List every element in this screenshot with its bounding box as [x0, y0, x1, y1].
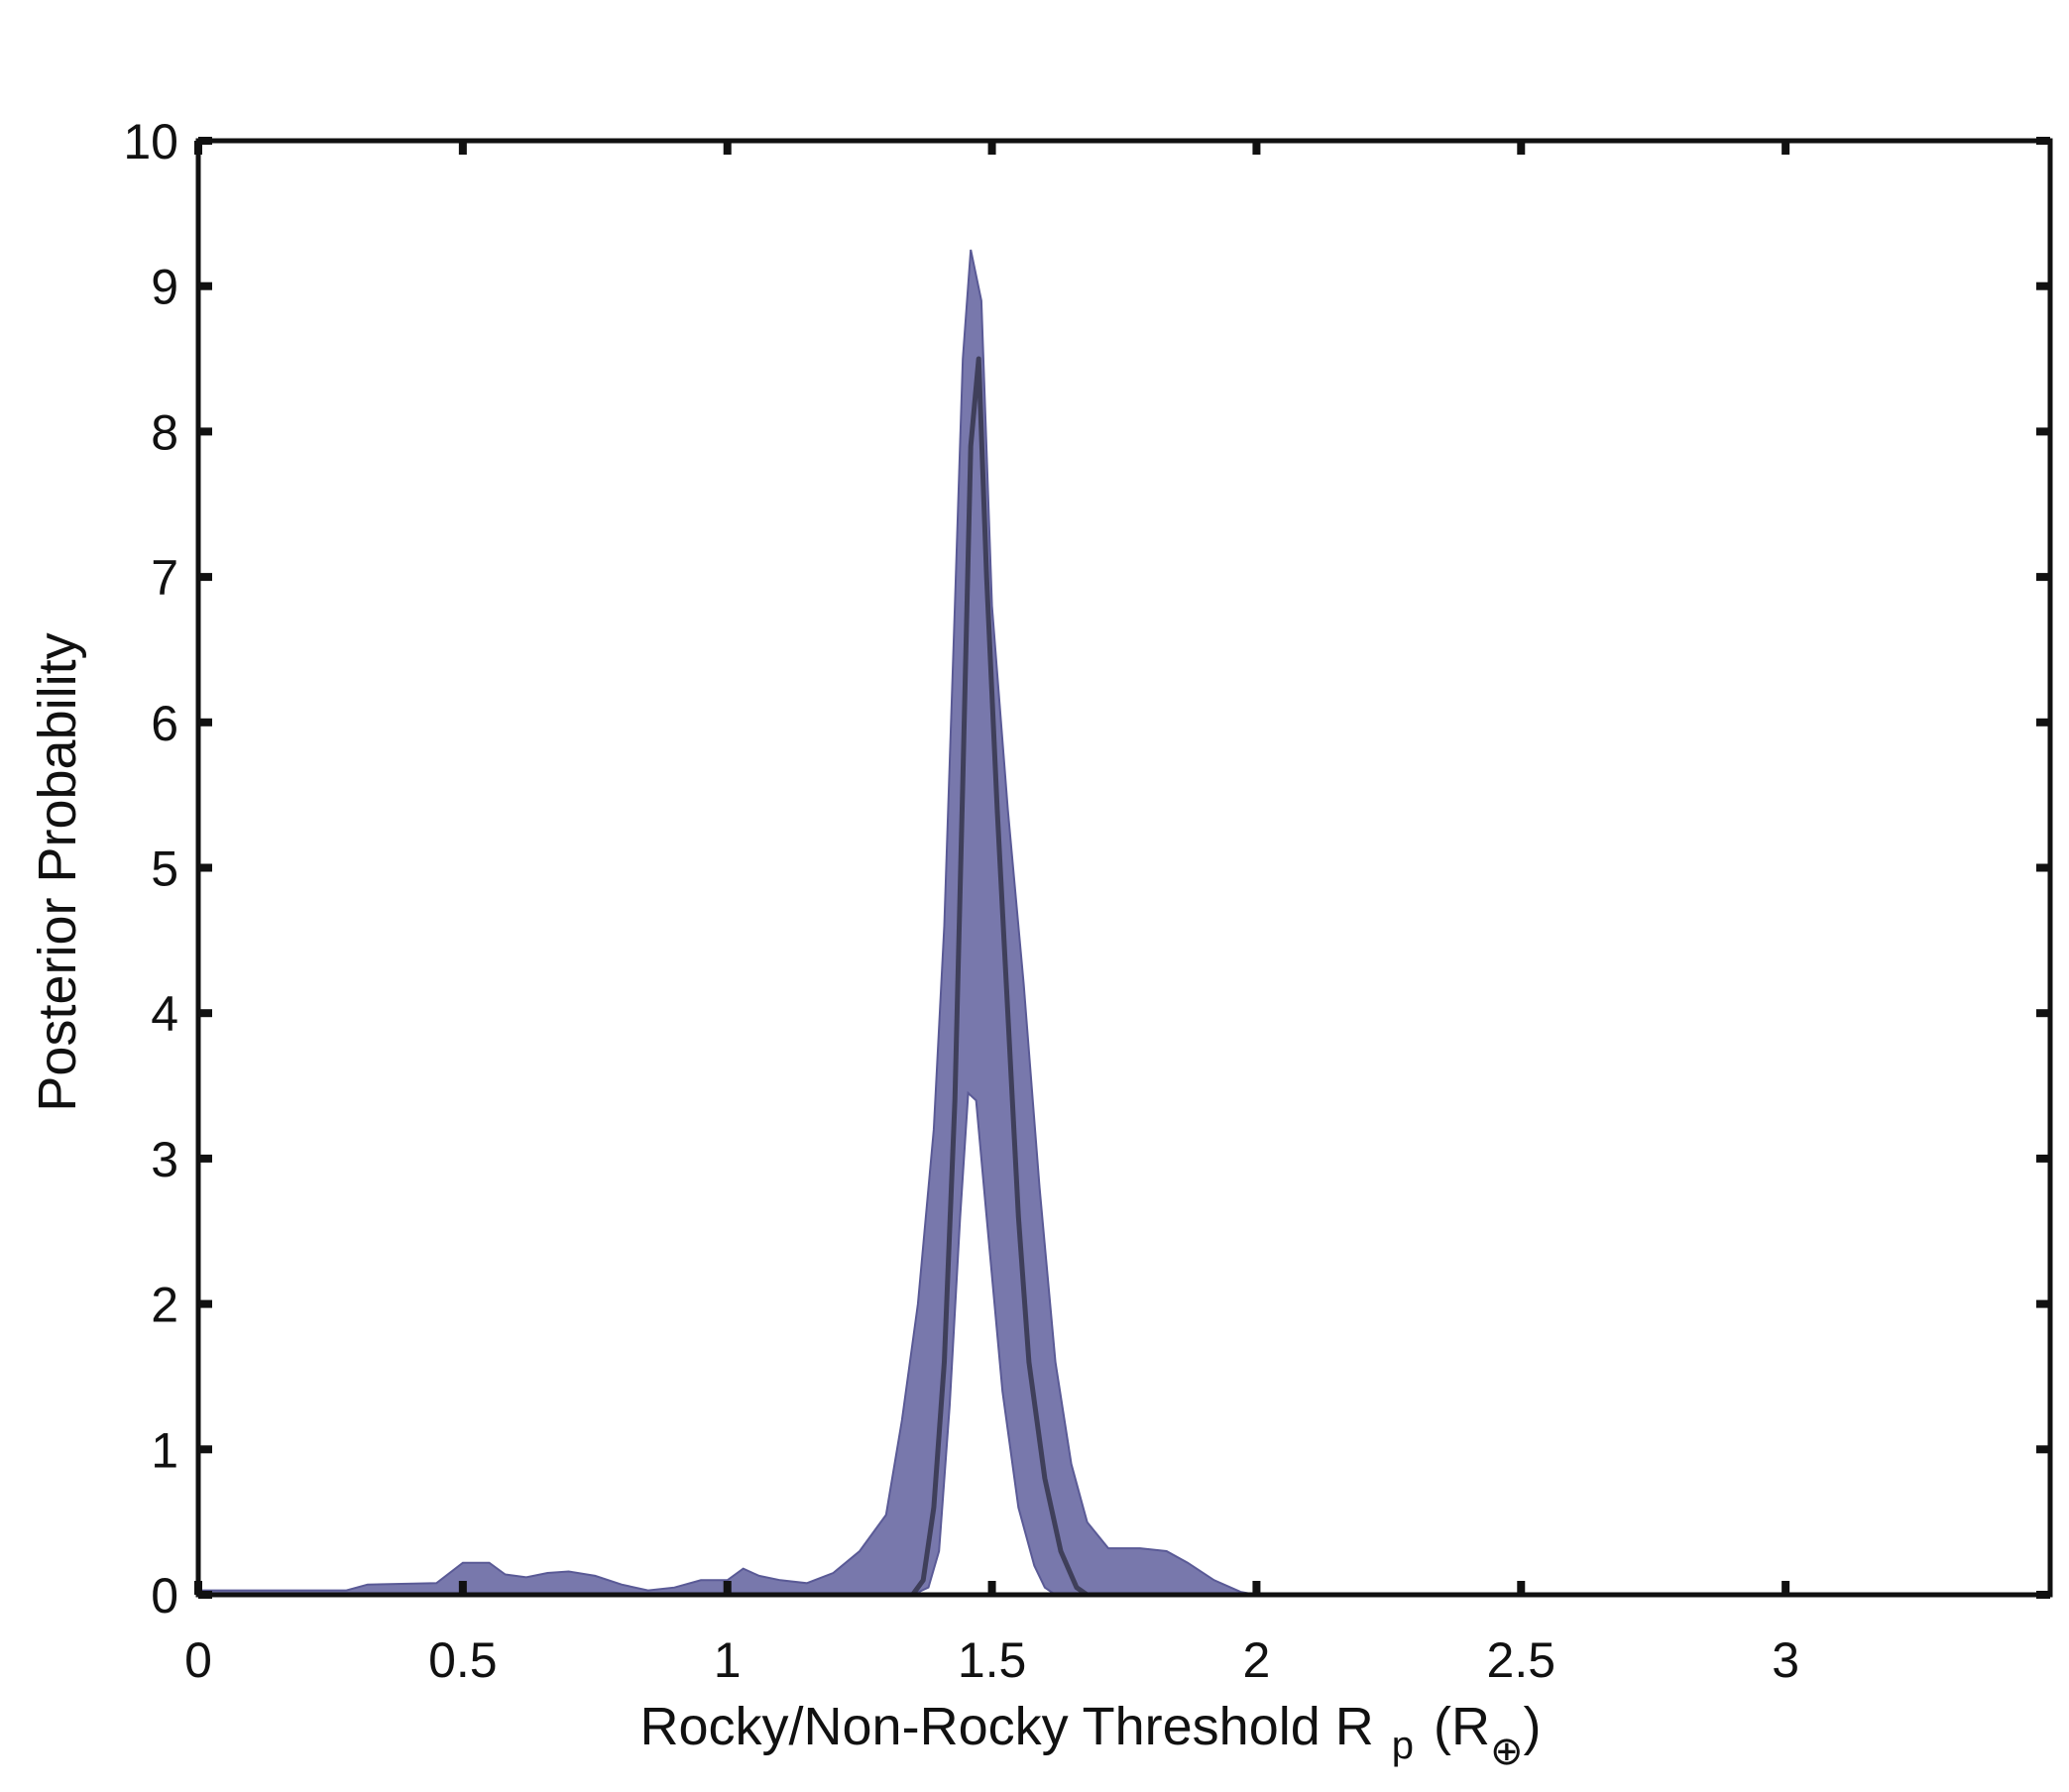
y-tick-label: 10: [123, 114, 178, 169]
plot-frame: [195, 138, 2053, 1598]
x-tick-label: 0: [184, 1632, 212, 1688]
x-axis-label-unit-close: ): [1524, 1697, 1542, 1756]
y-axis-label: Posterior Probability: [28, 632, 87, 1111]
credible-interval-band: [197, 249, 1257, 1596]
x-tick-label: 2: [1243, 1632, 1271, 1688]
x-tick-label: 2.5: [1487, 1632, 1556, 1688]
y-tick-label: 2: [151, 1278, 178, 1333]
x-axis-label-main: Rocky/Non-Rocky Threshold R: [640, 1697, 1374, 1756]
axis-ticks: 0 0.5 1 1.5 2 2.5 3 0 1 2 3 4 5 6 7 8 9 10: [123, 114, 2050, 1688]
x-tick-label: 1.5: [958, 1632, 1027, 1688]
x-tick-label: 1: [714, 1632, 742, 1688]
x-tick-label: 0.5: [428, 1632, 498, 1688]
earth-symbol: ⊕: [1490, 1730, 1524, 1773]
y-tick-label: 0: [151, 1568, 178, 1624]
x-axis-label: Rocky/Non-Rocky Threshold R p (R⊕): [640, 1697, 1542, 1773]
y-tick-label: 5: [151, 841, 178, 897]
x-axis-label-unit-open: (R: [1434, 1697, 1490, 1756]
y-tick-label: 6: [151, 696, 178, 751]
y-tick-label: 4: [151, 986, 178, 1042]
y-tick-label: 8: [151, 404, 178, 460]
y-tick-label: 1: [151, 1422, 178, 1478]
x-tick-label: 3: [1772, 1632, 1799, 1688]
median-curve: [910, 356, 1090, 1598]
y-tick-label: 7: [151, 550, 178, 606]
plot-area: [197, 249, 1257, 1598]
x-axis-label-subscript: p: [1392, 1724, 1414, 1767]
y-tick-label: 3: [151, 1132, 178, 1187]
y-tick-label: 9: [151, 260, 178, 315]
